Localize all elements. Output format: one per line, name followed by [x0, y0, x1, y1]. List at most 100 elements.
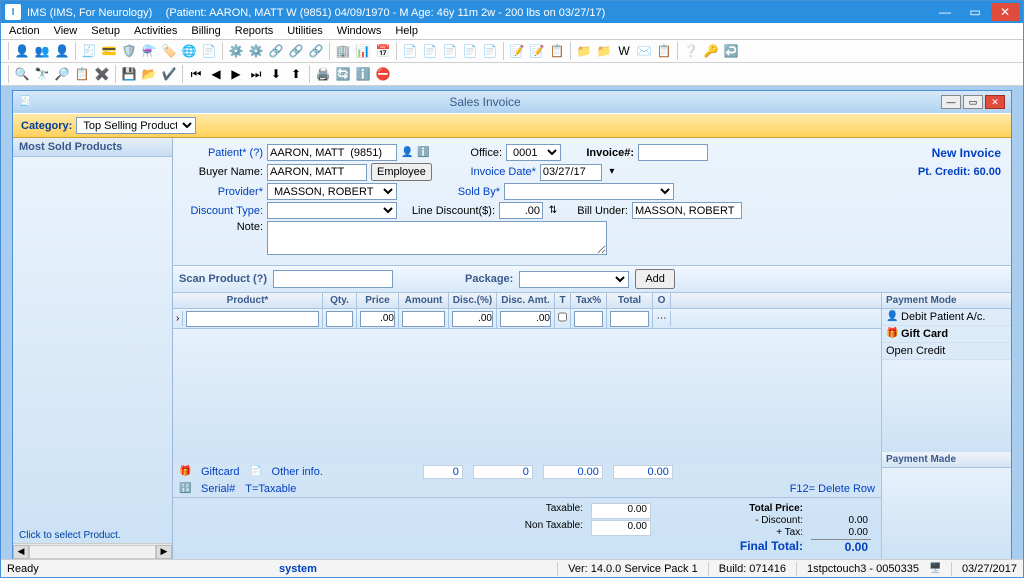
- sub-min-button[interactable]: —: [941, 95, 961, 109]
- patient-info-icon[interactable]: ℹ️: [417, 147, 429, 159]
- sub-close-button[interactable]: ✕: [985, 95, 1005, 109]
- tb-clip-icon[interactable]: 📋: [548, 42, 566, 60]
- col-t[interactable]: T: [555, 293, 571, 308]
- invdate-input[interactable]: [540, 164, 602, 181]
- tb-flask-icon[interactable]: ⚗️: [140, 42, 158, 60]
- other-link[interactable]: Other info.: [272, 466, 323, 478]
- serial-link[interactable]: Serial#: [201, 483, 235, 495]
- tb-folder2-icon[interactable]: 📁: [595, 42, 613, 60]
- menu-billing[interactable]: Billing: [191, 25, 220, 37]
- cell-product[interactable]: [186, 311, 319, 327]
- tb2-copy-icon[interactable]: 📋: [73, 65, 91, 83]
- tb2-prev-icon[interactable]: ◀: [207, 65, 225, 83]
- tb-doc-icon[interactable]: 📄: [200, 42, 218, 60]
- col-discp[interactable]: Disc.(%): [449, 293, 497, 308]
- tb2-info-icon[interactable]: ℹ️: [354, 65, 372, 83]
- cell-o-icon[interactable]: ⋯: [653, 311, 671, 326]
- col-taxp[interactable]: Tax%: [571, 293, 607, 308]
- tb2-up-icon[interactable]: ⬆: [287, 65, 305, 83]
- cell-qty[interactable]: [326, 311, 353, 327]
- col-qty[interactable]: Qty.: [323, 293, 357, 308]
- menu-reports[interactable]: Reports: [235, 25, 274, 37]
- close-button[interactable]: ✕: [991, 3, 1019, 21]
- menu-activities[interactable]: Activities: [134, 25, 177, 37]
- note-input[interactable]: [267, 221, 607, 255]
- tb2-last-icon[interactable]: ⏭: [247, 65, 265, 83]
- tb-help-icon[interactable]: ❔: [682, 42, 700, 60]
- menu-setup[interactable]: Setup: [91, 25, 120, 37]
- tb2-print-icon[interactable]: 🖨️: [314, 65, 332, 83]
- tb-note2-icon[interactable]: 📝: [528, 42, 546, 60]
- paymode-item-credit[interactable]: Open Credit: [882, 343, 1011, 360]
- linedisc-input[interactable]: [499, 202, 543, 219]
- scroll-track[interactable]: [29, 545, 156, 559]
- tb2-next-icon[interactable]: ▶: [227, 65, 245, 83]
- soldby-select[interactable]: [504, 183, 674, 200]
- invoiceno-input[interactable]: [638, 144, 708, 161]
- left-content[interactable]: [13, 157, 172, 528]
- tb2-search-icon[interactable]: 🔍: [13, 65, 31, 83]
- tb2-delete-icon[interactable]: ✖️: [93, 65, 111, 83]
- tb-gears-icon[interactable]: ⚙️: [247, 42, 265, 60]
- tb-doc4-icon[interactable]: 📄: [441, 42, 459, 60]
- scroll-right-icon[interactable]: ▶: [156, 545, 172, 559]
- provider-select[interactable]: MASSON, ROBERT: [267, 183, 397, 200]
- tb-doc5-icon[interactable]: 📄: [461, 42, 479, 60]
- tb-person-icon[interactable]: 👤: [13, 42, 31, 60]
- tb-chain-icon[interactable]: 🔗: [287, 42, 305, 60]
- grid-row[interactable]: › ⋯: [173, 309, 881, 329]
- tb-list-icon[interactable]: 📋: [655, 42, 673, 60]
- tb-doc6-icon[interactable]: 📄: [481, 42, 499, 60]
- col-amount[interactable]: Amount: [399, 293, 449, 308]
- tb-folder-icon[interactable]: 📁: [575, 42, 593, 60]
- tb-exit-icon[interactable]: ↩️: [722, 42, 740, 60]
- tb-shield-icon[interactable]: 🛡️: [120, 42, 138, 60]
- tb-badge-icon[interactable]: 🏷️: [160, 42, 178, 60]
- cell-price[interactable]: [360, 311, 395, 327]
- tb-chart-icon[interactable]: 📊: [354, 42, 372, 60]
- tb2-open-icon[interactable]: 📂: [140, 65, 158, 83]
- tb-gear-icon[interactable]: ⚙️: [227, 42, 245, 60]
- left-scrollbar[interactable]: ◀ ▶: [13, 543, 172, 559]
- cell-amount[interactable]: [402, 311, 445, 327]
- menu-action[interactable]: Action: [9, 25, 40, 37]
- patient-lookup-icon[interactable]: 👤: [401, 147, 413, 159]
- employee-button[interactable]: Employee: [371, 163, 432, 181]
- col-total[interactable]: Total: [607, 293, 653, 308]
- buyer-input[interactable]: [267, 164, 367, 181]
- disctype-select[interactable]: [267, 202, 397, 219]
- tb-doc3-icon[interactable]: 📄: [421, 42, 439, 60]
- minimize-button[interactable]: —: [931, 3, 959, 21]
- menu-help[interactable]: Help: [395, 25, 418, 37]
- tb-globe-icon[interactable]: 🌐: [180, 42, 198, 60]
- tb2-find-icon[interactable]: 🔎: [53, 65, 71, 83]
- menu-utilities[interactable]: Utilities: [287, 25, 322, 37]
- office-select[interactable]: 0001: [506, 144, 561, 161]
- tb2-down-icon[interactable]: ⬇: [267, 65, 285, 83]
- tb-card-icon[interactable]: 💳: [100, 42, 118, 60]
- scroll-left-icon[interactable]: ◀: [13, 545, 29, 559]
- cell-total[interactable]: [610, 311, 649, 327]
- col-o[interactable]: O: [653, 293, 671, 308]
- package-select[interactable]: [519, 271, 629, 288]
- tb2-refresh-icon[interactable]: 🔄: [334, 65, 352, 83]
- tb2-stop-icon[interactable]: ⛔: [374, 65, 392, 83]
- tb-linkx-icon[interactable]: 🔗: [307, 42, 325, 60]
- tb-link-icon[interactable]: 🔗: [267, 42, 285, 60]
- cell-t[interactable]: [558, 309, 567, 325]
- tb2-first-icon[interactable]: ⏮: [187, 65, 205, 83]
- col-discamt[interactable]: Disc. Amt.: [497, 293, 555, 308]
- tb-word-icon[interactable]: W: [615, 42, 633, 60]
- tb2-binoc-icon[interactable]: 🔭: [33, 65, 51, 83]
- tb-wallet-icon[interactable]: 🧾: [80, 42, 98, 60]
- category-select[interactable]: Top Selling Products: [76, 117, 196, 134]
- tb-calendar-icon[interactable]: 📅: [374, 42, 392, 60]
- invdate-picker-icon[interactable]: ▾: [606, 166, 618, 178]
- tb-key-icon[interactable]: 🔑: [702, 42, 720, 60]
- cell-taxp[interactable]: [574, 311, 603, 327]
- tb-building-icon[interactable]: 🏢: [334, 42, 352, 60]
- tb-doc2-icon[interactable]: 📄: [401, 42, 419, 60]
- tb2-save-icon[interactable]: 💾: [120, 65, 138, 83]
- maximize-button[interactable]: ▭: [961, 3, 989, 21]
- tb-envelope-icon[interactable]: ✉️: [635, 42, 653, 60]
